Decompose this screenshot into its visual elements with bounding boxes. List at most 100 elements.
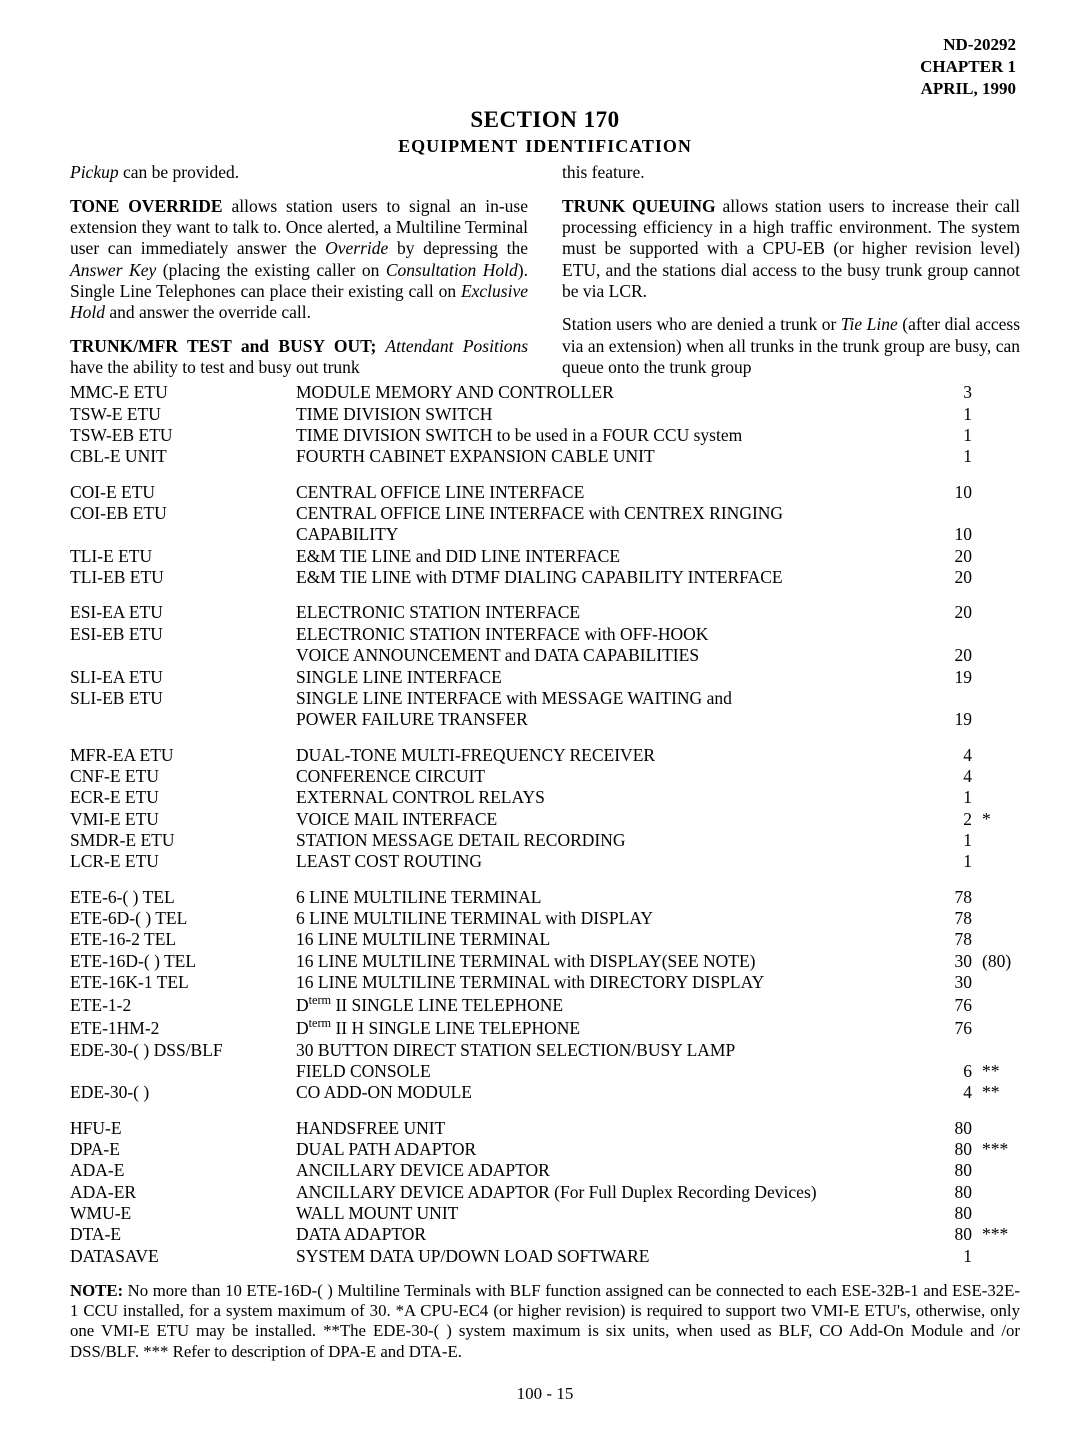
equipment-qty: 20: [930, 645, 974, 666]
section-subtitle: EQUIPMENT IDENTIFICATION: [70, 136, 1020, 158]
table-row: ADA-ERANCILLARY DEVICE ADAPTOR (For Full…: [70, 1182, 1020, 1203]
table-row: POWER FAILURE TRANSFER19: [70, 709, 1020, 730]
equipment-desc: FOURTH CABINET EXPANSION CABLE UNIT: [296, 446, 924, 467]
table-row: VMI-E ETUVOICE MAIL INTERFACE2*: [70, 809, 1020, 830]
equipment-label: VMI-E ETU: [70, 809, 290, 830]
table-row: DTA-EDATA ADAPTOR80***: [70, 1224, 1020, 1245]
table-row: HFU-EHANDSFREE UNIT80: [70, 1118, 1020, 1139]
table-row: TSW-EB ETUTIME DIVISION SWITCH to be use…: [70, 425, 1020, 446]
table-row: WMU-EWALL MOUNT UNIT80: [70, 1203, 1020, 1224]
equipment-desc: SINGLE LINE INTERFACE: [296, 667, 924, 688]
left-p2: TONE OVERRIDE allows station users to si…: [70, 196, 528, 324]
right-p1: this feature.: [562, 162, 1020, 183]
left-p3-italic: Attendant Positions: [376, 336, 528, 356]
equipment-desc: MODULE MEMORY AND CONTROLLER: [296, 382, 924, 403]
equipment-desc: ANCILLARY DEVICE ADAPTOR: [296, 1160, 924, 1181]
equipment-desc: LEAST COST ROUTING: [296, 851, 924, 872]
table-row: VOICE ANNOUNCEMENT and DATA CAPABILITIES…: [70, 645, 1020, 666]
table-row: MFR-EA ETUDUAL-TONE MULTI-FREQUENCY RECE…: [70, 745, 1020, 766]
equipment-note-mark: (80): [980, 951, 1020, 972]
equipment-qty: 80: [930, 1139, 974, 1160]
equipment-label: CNF-E ETU: [70, 766, 290, 787]
table-row: ESI-EA ETUELECTRONIC STATION INTERFACE20: [70, 602, 1020, 623]
equipment-qty: 1: [930, 787, 974, 808]
equipment-desc: 16 LINE MULTILINE TERMINAL with DISPLAY(…: [296, 951, 924, 972]
equipment-label: ETE-6D-( ) TEL: [70, 908, 290, 929]
table-row: ETE-16D-( ) TEL16 LINE MULTILINE TERMINA…: [70, 951, 1020, 972]
table-row: SMDR-E ETUSTATION MESSAGE DETAIL RECORDI…: [70, 830, 1020, 851]
equipment-note-mark: **: [980, 1061, 1020, 1082]
equipment-label: ADA-E: [70, 1160, 290, 1181]
equipment-label: EDE-30-( ): [70, 1082, 290, 1103]
header-date: APRIL, 1990: [70, 78, 1016, 100]
equipment-label: DATASAVE: [70, 1246, 290, 1267]
table-row: EDE-30-( ) DSS/BLF30 BUTTON DIRECT STATI…: [70, 1040, 1020, 1061]
equipment-label: EDE-30-( ) DSS/BLF: [70, 1040, 290, 1061]
equipment-label: ESI-EB ETU: [70, 624, 290, 645]
equipment-label: SMDR-E ETU: [70, 830, 290, 851]
table-row: SLI-EA ETUSINGLE LINE INTERFACE19: [70, 667, 1020, 688]
right-column: this feature. TRUNK QUEUING allows stati…: [562, 162, 1020, 378]
table-row: FIELD CONSOLE6**: [70, 1061, 1020, 1082]
equipment-desc: SINGLE LINE INTERFACE with MESSAGE WAITI…: [296, 688, 924, 709]
equipment-desc: CONFERENCE CIRCUIT: [296, 766, 924, 787]
equipment-desc: DUAL PATH ADAPTOR: [296, 1139, 924, 1160]
table-row: ADA-EANCILLARY DEVICE ADAPTOR80: [70, 1160, 1020, 1181]
equipment-label: ECR-E ETU: [70, 787, 290, 808]
left-p1-italic: Pickup: [70, 162, 119, 182]
right-p2: TRUNK QUEUING allows station users to in…: [562, 196, 1020, 303]
equipment-label: MFR-EA ETU: [70, 745, 290, 766]
header-block: ND-20292 CHAPTER 1 APRIL, 1990: [70, 34, 1020, 100]
equipment-qty: 20: [930, 546, 974, 567]
equipment-label: DTA-E: [70, 1224, 290, 1245]
equipment-qty: 10: [930, 524, 974, 545]
group-gap: [70, 731, 1020, 745]
table-row: LCR-E ETULEAST COST ROUTING1: [70, 851, 1020, 872]
equipment-qty: 4: [930, 766, 974, 787]
equipment-qty: 80: [930, 1118, 974, 1139]
left-p1: Pickup can be provided.: [70, 162, 528, 183]
equipment-desc: DATA ADAPTOR: [296, 1224, 924, 1245]
table-row: MMC-E ETUMODULE MEMORY AND CONTROLLER3: [70, 382, 1020, 403]
table-row: DPA-EDUAL PATH ADAPTOR80***: [70, 1139, 1020, 1160]
equipment-qty: 78: [930, 929, 974, 950]
table-row: TLI-EB ETUE&M TIE LINE with DTMF DIALING…: [70, 567, 1020, 588]
table-row: SLI-EB ETUSINGLE LINE INTERFACE with MES…: [70, 688, 1020, 709]
equipment-qty: 19: [930, 667, 974, 688]
equipment-label: LCR-E ETU: [70, 851, 290, 872]
equipment-label: TSW-E ETU: [70, 404, 290, 425]
group-gap: [70, 468, 1020, 482]
equipment-desc: 6 LINE MULTILINE TERMINAL with DISPLAY: [296, 908, 924, 929]
table-row: ETE-6-( ) TEL6 LINE MULTILINE TERMINAL78: [70, 887, 1020, 908]
equipment-qty: 1: [930, 830, 974, 851]
equipment-qty: 1: [930, 425, 974, 446]
table-row: ETE-1-2Dterm II SINGLE LINE TELEPHONE76: [70, 993, 1020, 1016]
equipment-qty: 6: [930, 1061, 974, 1082]
header-chapter: CHAPTER 1: [70, 56, 1016, 78]
table-row: CBL-E UNITFOURTH CABINET EXPANSION CABLE…: [70, 446, 1020, 467]
equipment-desc: Dterm II H SINGLE LINE TELEPHONE: [296, 1016, 924, 1039]
equipment-desc: ELECTRONIC STATION INTERFACE with OFF-HO…: [296, 624, 924, 645]
equipment-label: COI-E ETU: [70, 482, 290, 503]
equipment-desc: SYSTEM DATA UP/DOWN LOAD SOFTWARE: [296, 1246, 924, 1267]
equipment-desc: 16 LINE MULTILINE TERMINAL: [296, 929, 924, 950]
equipment-note-mark: ***: [980, 1224, 1020, 1245]
equipment-label: ADA-ER: [70, 1182, 290, 1203]
table-row: COI-E ETUCENTRAL OFFICE LINE INTERFACE10: [70, 482, 1020, 503]
equipment-qty: 1: [930, 404, 974, 425]
group-gap: [70, 873, 1020, 887]
equipment-qty: 80: [930, 1182, 974, 1203]
equipment-label: ETE-16-2 TEL: [70, 929, 290, 950]
left-p3: TRUNK/MFR TEST and BUSY OUT; Attendant P…: [70, 336, 528, 379]
table-row: CAPABILITY10: [70, 524, 1020, 545]
equipment-qty: 19: [930, 709, 974, 730]
equipment-desc: ELECTRONIC STATION INTERFACE: [296, 602, 924, 623]
equipment-qty: 80: [930, 1203, 974, 1224]
page-footer: 100 - 15: [70, 1384, 1020, 1405]
note-paragraph: NOTE: No more than 10 ETE-16D-( ) Multil…: [70, 1281, 1020, 1362]
table-row: ETE-1HM-2Dterm II H SINGLE LINE TELEPHON…: [70, 1016, 1020, 1039]
right-p3: Station users who are denied a trunk or …: [562, 314, 1020, 378]
equipment-qty: 76: [930, 995, 974, 1016]
equipment-label: COI-EB ETU: [70, 503, 290, 524]
equipment-qty: 1: [930, 1246, 974, 1267]
